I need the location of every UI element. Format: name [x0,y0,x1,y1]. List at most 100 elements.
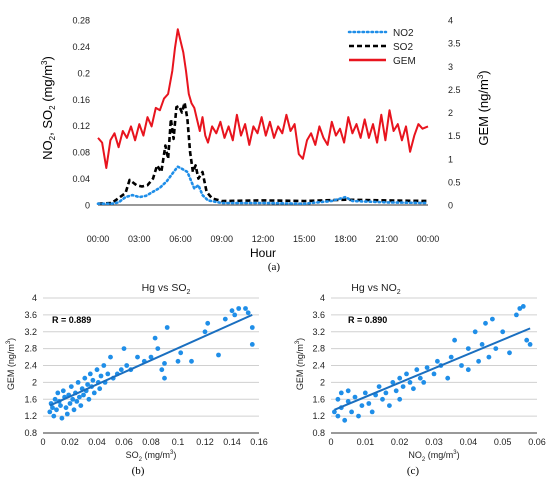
series-line-so2 [97,101,429,205]
y-tick-label: 3.6 [312,310,325,320]
scatter-point [345,388,351,394]
scatter-point [520,304,526,309]
chart-a-x-ticks: 00:00 03:00 06:00 09:00 12:00 15:00 18:00 21:00… [87,234,440,244]
scatter-point [98,373,104,379]
scatter-point [148,354,154,360]
scatter-point [249,325,255,330]
chart-a-legend: NO2 SO2 GEM [347,28,416,67]
x-tick-label: 09:00 [210,234,233,244]
scatter-point [71,407,77,413]
scatter-point [335,396,341,402]
scatter-point [229,308,235,314]
x-tick-label: 0.08 [142,437,160,447]
x-tick-label: 0.14 [223,437,241,447]
legend-so2-label: SO2 [393,42,413,53]
scatter-point [118,367,124,373]
scatter-point [50,405,55,411]
trendline [49,313,253,407]
scatter-point [414,367,420,373]
y-tick-label: 1.2 [312,411,325,421]
scatter-point [81,392,86,398]
scatter-point [58,403,63,408]
y-tick-label: 0.8 [24,428,37,438]
scatter-point [70,396,76,402]
scatter-point [387,403,392,408]
x-tick-label: 0.06 [115,437,133,447]
scatter-point [90,377,96,383]
scatter-point [78,403,84,408]
chart-c-trendline [334,327,531,411]
scatter-point [362,390,368,396]
scatter-point [175,358,181,364]
scatter-point [435,358,440,364]
scatter-point [383,390,389,396]
y-tick-label: 1.6 [312,394,325,404]
scatter-point [431,371,437,377]
scatter-point [476,358,481,364]
chart-b-title: Hg vs SO2 [142,282,191,296]
x-tick-label: 03:00 [128,234,151,244]
scatter-point [332,409,337,415]
scatter-point [359,403,365,408]
scatter-point [178,350,184,356]
y-tick-label-left: 0.2 [77,68,90,78]
y-tick-label: 2 [32,377,37,387]
chart-c-annotation: R = 0.890 [348,315,387,325]
scatter-point [91,390,97,396]
scatter-point [342,417,348,423]
x-tick-label: 00:00 [87,234,110,244]
chart-b-y-ticks: 0.8 1.2 1.6 2 2.4 2.8 3.2 3.6 4 [24,293,37,438]
scatter-point [366,401,372,406]
x-tick-label: 0 [40,437,45,447]
chart-a-series [96,28,430,205]
scatter-point [452,337,457,343]
scatter-point [448,354,454,360]
y-tick-label-right: 2.5 [448,85,461,95]
y-tick-label-right: 3.5 [448,39,461,49]
scatter-point [101,363,107,368]
y-tick-label-left: 0.16 [72,95,90,105]
scatter-point [527,342,533,347]
scatter-point [222,316,228,322]
scatter-point [52,396,58,402]
chart-b-trendline [49,313,253,407]
x-tick-label: 0 [328,437,333,447]
scatter-point [338,390,344,396]
scatter-point [47,409,53,415]
chart-b-scatter: Hg vs SO2 0 0.02 0.04 0.06 0.08 0.1 0.12 0.14 0.… [6,282,268,477]
scatter-point [94,367,100,373]
scatter-point [479,342,485,347]
scatter-point [55,390,61,396]
scatter-point [397,396,403,402]
chart-c-y-axis-label: GEM (ng/m3) [295,338,305,390]
series-line-no2 [96,165,430,205]
x-tick-label: 0.1 [172,437,185,447]
y-tick-label-left: 0 [85,201,90,211]
x-tick-label: 0.06 [528,437,546,447]
scatter-point [493,346,499,351]
x-tick-label: 21:00 [375,234,398,244]
scatter-point [500,329,506,335]
x-tick-label: 0.04 [88,437,106,447]
scatter-point [490,316,495,322]
chart-c-title: Hg vs NO2 [351,282,401,296]
chart-b-x-ticks: 0 0.02 0.04 0.06 0.08 0.1 0.12 0.14 0.16 [40,437,267,447]
scatter-point [85,382,90,387]
y-tick-label-right: 0 [448,201,453,211]
scatter-point [74,399,80,404]
scatter-point [232,312,238,318]
y-tick-label: 0.8 [312,428,325,438]
y-tick-label: 2.8 [312,344,325,354]
scatter-point [356,413,361,419]
scatter-point [380,396,385,402]
y-tick-label: 4 [320,293,325,303]
scatter-point [82,375,88,381]
chart-c-y-ticks: 0.8 1.2 1.6 2 2.4 2.8 3.2 3.6 4 [312,293,325,438]
chart-c-scatter: Hg vs NO2 0 0.01 0.02 0.03 0.04 0.05 0.06 0.8 1… [295,282,546,477]
x-tick-label: 12:00 [252,234,275,244]
scatter-point [335,413,341,419]
y-tick-label-right: 3 [448,62,453,72]
y-tick-label-left: 0.24 [72,42,90,52]
x-tick-label: 06:00 [169,234,192,244]
scatter-point [51,413,57,419]
